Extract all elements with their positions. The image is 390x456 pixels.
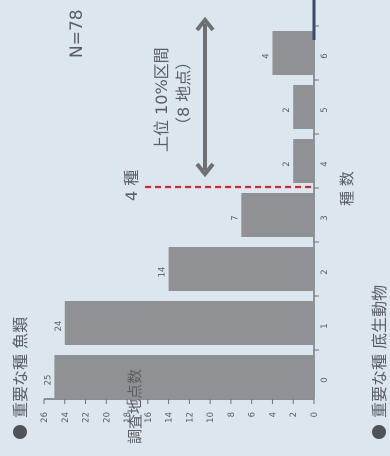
category-tick-label: 4 — [320, 161, 330, 166]
category-tick-label: 2 — [320, 269, 330, 274]
bar-value-label: 25 — [43, 375, 53, 386]
title-bottom-bullet-icon — [372, 425, 386, 439]
value-tick-label: 10 — [206, 412, 216, 423]
value-tick-label: 6 — [248, 412, 258, 417]
y-axis-label: 調査地点数 — [126, 369, 144, 444]
value-tick-label: 8 — [227, 412, 237, 417]
category-tick-label: 0 — [320, 377, 330, 382]
bar-value-label: 14 — [158, 267, 168, 278]
value-tick-label: 0 — [310, 412, 320, 417]
bar — [272, 31, 314, 75]
range-arrow — [195, 16, 215, 178]
bar — [293, 139, 314, 183]
bar — [241, 193, 314, 237]
bars-layer — [54, 31, 315, 399]
value-tick-label: 22 — [82, 412, 92, 423]
range-label-line2: （8 地点） — [174, 54, 193, 133]
title-top: 重要な種 魚類 — [11, 317, 30, 418]
value-tick-label: 16 — [144, 412, 154, 423]
bar — [168, 247, 314, 291]
title-top-group: 重要な種 魚類 — [11, 317, 30, 439]
bar-value-label: 7 — [230, 215, 240, 220]
category-tick-label: 1 — [320, 323, 330, 328]
bar — [293, 85, 314, 129]
bar-value-label: 2 — [282, 161, 292, 166]
category-tick-label: 6 — [320, 53, 330, 58]
value-tick-label: 26 — [40, 412, 50, 423]
bar-value-label: 4 — [261, 53, 271, 58]
value-tick-label: 12 — [185, 412, 195, 423]
value-tick-label: 4 — [268, 412, 278, 417]
title-bottom-group: 重要な種 底生動物 — [370, 285, 389, 439]
x-axis-label: 種 数 — [338, 171, 356, 206]
value-tick-label: 24 — [61, 412, 71, 423]
bar-value-label: 24 — [54, 321, 64, 332]
category-tick-label: 5 — [320, 107, 330, 112]
range-label-line1: 上位 10%区間 — [152, 47, 171, 152]
title-top-bullet-icon — [13, 425, 27, 439]
value-tick-label: 2 — [289, 412, 299, 417]
bar-value-label: 2 — [282, 107, 292, 112]
value-tick-label: 20 — [102, 412, 112, 423]
value-tick-label: 18 — [123, 412, 133, 423]
value-tick-label: 14 — [165, 412, 175, 423]
bar — [64, 301, 315, 345]
labels-layer: 25 024 114 27 32 42 54 6 — [43, 53, 330, 385]
n-label: N=78 — [67, 9, 87, 58]
threshold-label: 4 種 — [122, 170, 141, 201]
bar — [54, 355, 315, 399]
category-tick-label: 3 — [320, 215, 330, 220]
title-bottom: 重要な種 底生動物 — [370, 285, 389, 418]
